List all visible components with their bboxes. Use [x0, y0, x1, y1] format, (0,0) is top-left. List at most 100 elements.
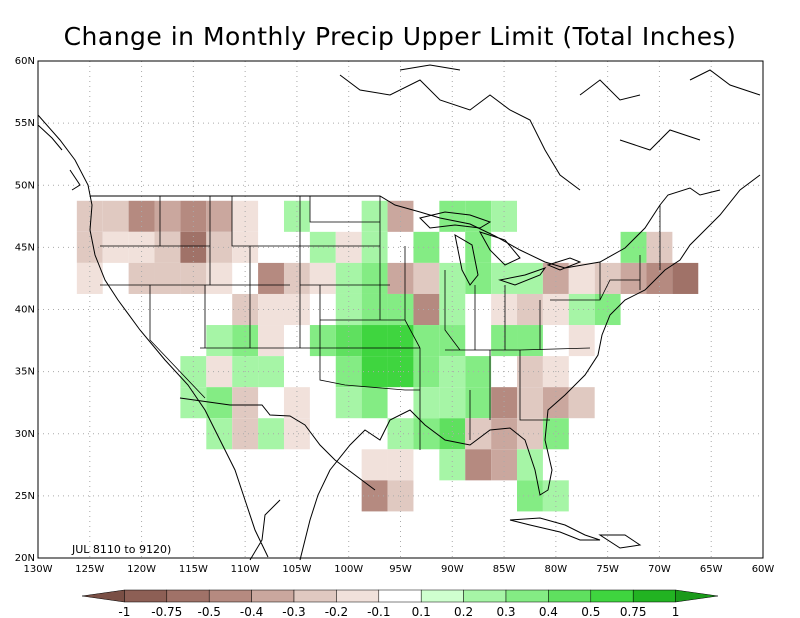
- heatmap-cell: [206, 231, 233, 263]
- colorbar-segment: [505, 589, 549, 603]
- heatmap-cell: [413, 231, 440, 263]
- land-outline: [37, 64, 761, 561]
- heatmap-cell: [517, 480, 543, 512]
- colorbar-label: 0.1: [412, 605, 431, 618]
- colorbar-label: 0.2: [454, 605, 473, 618]
- colorbar: -1 -0.75 -0.5 -0.4 -0.3 -0.2 -0.1 0.1 0.2 0.3 0.4 0…: [81, 589, 719, 618]
- lat-tick-label: 60N: [15, 56, 35, 67]
- heatmap-cell: [439, 449, 466, 481]
- lon-tick-label: 105W: [282, 564, 311, 575]
- colorbar-segment: [463, 589, 507, 603]
- heatmap-cell: [361, 262, 388, 294]
- heatmap-cell: [283, 387, 310, 419]
- lon-tick-label: 95W: [389, 564, 412, 575]
- lon-tick-label: 90W: [441, 564, 464, 575]
- colorbar-segment: [590, 589, 634, 603]
- colorbar-segment: [166, 589, 210, 603]
- heatmap-cell: [491, 325, 518, 357]
- heatmap-cell: [387, 418, 414, 450]
- heatmap-cell: [491, 293, 518, 326]
- heatmap-cell: [206, 200, 233, 232]
- colorbar-label: 0.5: [581, 605, 600, 618]
- lon-tick-label: 110W: [231, 564, 260, 575]
- lat-tick-label: 55N: [15, 118, 35, 129]
- lat-tick-label: 50N: [15, 180, 35, 191]
- lon-tick-label: 130W: [24, 564, 53, 575]
- heatmap-cell: [413, 387, 440, 419]
- colorbar-segment: [420, 589, 464, 603]
- heatmap-cell: [361, 200, 388, 232]
- heatmap-cell: [335, 262, 362, 294]
- colorbar-label: -0.2: [325, 605, 348, 618]
- heatmap-cell: [232, 387, 259, 419]
- heatmap-cell: [128, 262, 155, 294]
- colorbar-segment: [548, 589, 592, 603]
- colorbar-label: 1: [672, 605, 680, 618]
- heatmap-cell: [258, 293, 284, 326]
- colorbar-segment: [251, 589, 295, 603]
- arctic-coastline: [339, 64, 761, 191]
- heatmap-cell: [491, 418, 518, 450]
- heatmap-cell: [154, 200, 181, 232]
- colorbar-label: -0.4: [240, 605, 263, 618]
- heatmap-cell: [413, 262, 440, 294]
- lat-tick-label: 20N: [15, 553, 35, 564]
- us-canada-border: [90, 187, 721, 269]
- heatmap-cell: [672, 262, 699, 294]
- colorbar-label: -0.5: [197, 605, 220, 618]
- heatmap-cell: [102, 200, 129, 232]
- heatmap-cell: [309, 325, 336, 357]
- heatmap-cell: [128, 231, 155, 263]
- heatmap-cell: [413, 325, 440, 357]
- heatmap-cell: [361, 387, 388, 419]
- cuba-outline: [509, 517, 642, 549]
- heatmap-cell: [387, 325, 414, 357]
- north-america-coastline: [37, 114, 761, 561]
- heatmap-cell: [568, 325, 595, 357]
- heatmap-cell: [232, 418, 259, 450]
- heatmap-cell: [439, 325, 466, 357]
- colorbar-segment: [675, 589, 719, 603]
- heatmap-cell: [491, 262, 518, 294]
- colorbar-segment: [293, 589, 337, 603]
- heatmap-cell: [283, 293, 310, 326]
- lon-tick-label: 80W: [545, 564, 568, 575]
- heatmap-cell: [154, 262, 181, 294]
- heatmap-cell: [620, 262, 647, 294]
- heatmap-cell: [232, 325, 259, 357]
- heatmap-cell: [517, 418, 543, 450]
- lon-tick-label: 115W: [179, 564, 208, 575]
- great-lakes: [419, 211, 582, 286]
- heatmap-cell: [258, 262, 284, 294]
- heatmap-cell: [76, 262, 103, 294]
- heatmap-cell: [335, 387, 362, 419]
- heatmap-cell: [413, 356, 440, 388]
- heatmap-cell: [206, 262, 233, 294]
- colorbar-label: 0.4: [539, 605, 558, 618]
- heatmap-cell: [517, 325, 543, 357]
- colorbar-segment: [81, 589, 125, 603]
- heatmap-cell: [232, 293, 259, 326]
- heatmap-cell: [206, 356, 233, 388]
- heatmap-cell: [413, 293, 440, 326]
- heatmap-cell: [465, 449, 492, 481]
- lon-tick-label: 100W: [334, 564, 363, 575]
- heatmap-cell: [517, 356, 543, 388]
- lat-tick-label: 30N: [15, 429, 35, 440]
- heatmap-cell: [491, 449, 518, 481]
- heatmap-cell: [387, 262, 414, 294]
- heatmap-cell: [361, 325, 388, 357]
- heatmap-cell: [102, 231, 129, 263]
- colorbar-segment: [336, 589, 380, 603]
- heatmap-cell: [180, 262, 207, 294]
- lon-tick-label: 120W: [127, 564, 156, 575]
- heatmap-cell: [258, 325, 284, 357]
- lon-tick-label: 60W: [752, 564, 775, 575]
- lat-tick-label: 40N: [15, 305, 35, 316]
- colorbar-segment: [124, 589, 168, 603]
- colorbar-label: -0.1: [367, 605, 390, 618]
- colorbar-label: 0.75: [620, 605, 647, 618]
- heatmap-cell: [335, 325, 362, 357]
